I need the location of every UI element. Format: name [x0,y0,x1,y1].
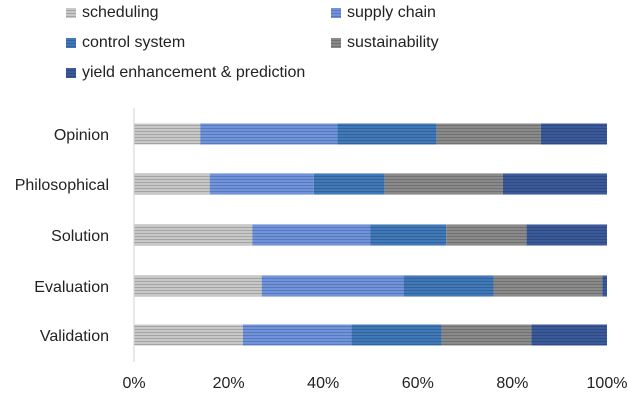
legend-label: scheduling [82,4,159,21]
bar-opinion-yield-enhancement-prediction [540,123,607,145]
x-tick-label: 100% [587,375,628,392]
legend-item-supply-chain: supply chain [331,4,436,22]
legend-swatch [66,8,76,18]
bar-solution-sustainability [446,224,527,246]
y-tick-label: Philosophical [15,177,109,194]
y-tick-label: Opinion [54,127,109,144]
x-tick-label: 40% [307,375,339,392]
legend-label: sustainability [347,34,439,51]
bar-solution-control-system [370,224,447,246]
bar-validation-control-system [351,324,442,346]
bar-evaluation-sustainability [493,275,603,297]
bar-opinion-sustainability [436,123,541,145]
legend-item-yield-enhancement-prediction: yield enhancement & prediction [66,64,305,82]
bar-evaluation-yield-enhancement-prediction [602,275,607,297]
bar-validation-scheduling [134,324,243,346]
bar-evaluation-scheduling [134,275,262,297]
legend-swatch [66,68,76,78]
bar-opinion-supply-chain [200,123,338,145]
legend-label: supply chain [347,4,436,21]
x-tick-label: 0% [122,375,145,392]
bar-validation-yield-enhancement-prediction [531,324,607,346]
bar-philosophical-scheduling [134,173,210,195]
legend-label: control system [82,34,186,51]
legend-item-scheduling: scheduling [66,4,159,22]
legend-swatch [331,8,341,18]
y-tick-label: Evaluation [34,279,109,296]
legend-item-control-system: control system [66,34,185,52]
y-tick-label: Validation [40,328,109,345]
bar-evaluation-control-system [403,275,494,297]
x-tick-label: 80% [496,375,528,392]
bar-philosophical-control-system [313,173,385,195]
bar-philosophical-sustainability [384,173,503,195]
legend-swatch [331,38,341,48]
x-tick-label: 60% [402,375,434,392]
bar-opinion-scheduling [134,123,201,145]
bar-validation-sustainability [441,324,532,346]
bar-solution-scheduling [134,224,253,246]
bar-opinion-control-system [337,123,437,145]
bar-validation-supply-chain [242,324,352,346]
bar-philosophical-yield-enhancement-prediction [502,173,607,195]
bar-solution-supply-chain [252,224,371,246]
x-tick-label: 20% [213,375,245,392]
y-tick-label: Solution [51,228,109,245]
legend-item-sustainability: sustainability [331,34,439,52]
legend-swatch [66,38,76,48]
legend-label: yield enhancement & prediction [82,64,306,81]
bar-evaluation-supply-chain [261,275,404,297]
bar-philosophical-supply-chain [209,173,314,195]
bar-solution-yield-enhancement-prediction [526,224,607,246]
